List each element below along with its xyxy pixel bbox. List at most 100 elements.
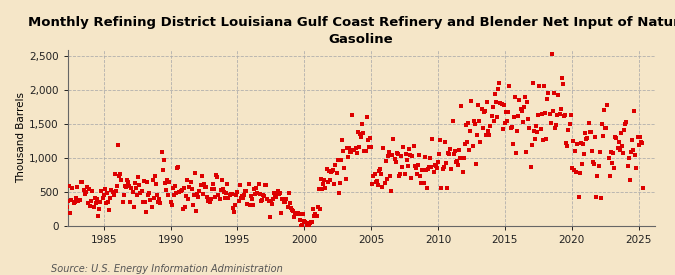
Point — [204, 200, 215, 204]
Point — [605, 150, 616, 154]
Point — [299, 219, 310, 223]
Point — [219, 190, 230, 194]
Point — [230, 202, 240, 207]
Point — [439, 140, 450, 144]
Point — [455, 156, 466, 160]
Point — [616, 131, 626, 136]
Point — [344, 150, 355, 154]
Point — [408, 144, 419, 148]
Point — [96, 189, 107, 193]
Point — [392, 152, 403, 156]
Point — [118, 192, 129, 197]
Point — [500, 121, 510, 125]
Point — [468, 119, 479, 123]
Point — [623, 156, 634, 160]
Point — [183, 196, 194, 201]
Point — [502, 119, 512, 123]
Point — [73, 199, 84, 204]
Point — [180, 205, 190, 209]
Point — [135, 191, 146, 196]
Point — [381, 177, 392, 181]
Point — [76, 180, 86, 184]
Point — [526, 143, 537, 147]
Point — [268, 197, 279, 202]
Point — [594, 150, 605, 155]
Point — [611, 136, 622, 140]
Point — [520, 150, 531, 154]
Point — [578, 152, 589, 156]
Point — [489, 119, 500, 123]
Point — [296, 223, 306, 228]
Point — [482, 99, 493, 104]
Point — [82, 201, 93, 206]
Point — [412, 163, 423, 167]
Point — [315, 206, 325, 211]
Point — [427, 137, 438, 141]
Point — [443, 151, 454, 155]
Point — [496, 102, 507, 106]
Point — [99, 187, 110, 191]
Point — [188, 192, 199, 197]
Point — [352, 130, 363, 134]
Point — [431, 166, 442, 170]
Point — [225, 192, 236, 197]
Point — [61, 205, 72, 210]
Point — [294, 212, 304, 216]
Point — [256, 197, 267, 202]
Point — [203, 199, 214, 203]
Point — [359, 149, 370, 153]
Point — [544, 112, 555, 116]
Point — [446, 166, 457, 171]
Point — [463, 120, 474, 125]
Point — [626, 138, 637, 142]
Point — [638, 186, 649, 190]
Point — [77, 180, 88, 185]
Point — [398, 145, 409, 149]
Point — [181, 194, 192, 198]
Point — [105, 196, 115, 201]
Point — [173, 165, 184, 169]
Point — [364, 145, 375, 149]
Point — [327, 169, 338, 173]
Point — [437, 166, 448, 171]
Point — [527, 81, 538, 85]
Point — [582, 136, 593, 141]
Point — [621, 120, 632, 125]
Point — [447, 119, 458, 123]
Point — [566, 166, 577, 170]
Point — [153, 200, 163, 204]
Point — [595, 195, 606, 200]
Point — [277, 196, 288, 201]
Point — [360, 149, 371, 153]
Point — [114, 174, 125, 178]
Point — [78, 188, 89, 192]
Point — [250, 192, 261, 196]
Point — [614, 148, 625, 153]
Point — [337, 138, 348, 142]
Point — [269, 191, 279, 196]
Point — [563, 128, 574, 132]
Point — [568, 168, 579, 172]
Point — [438, 164, 449, 169]
Point — [79, 192, 90, 197]
Point — [464, 147, 475, 152]
Point — [342, 146, 352, 151]
Point — [236, 194, 247, 199]
Point — [479, 110, 489, 114]
Point — [258, 193, 269, 197]
Point — [95, 200, 106, 204]
Point — [547, 109, 558, 113]
Point — [286, 206, 296, 210]
Point — [205, 197, 216, 201]
Point — [366, 145, 377, 150]
Point — [233, 199, 244, 203]
Point — [416, 181, 427, 185]
Point — [552, 113, 563, 117]
Point — [140, 200, 151, 204]
Point — [270, 193, 281, 197]
Point — [184, 185, 195, 189]
Point — [481, 133, 491, 137]
Point — [234, 183, 245, 187]
Point — [58, 202, 69, 207]
Point — [418, 181, 429, 185]
